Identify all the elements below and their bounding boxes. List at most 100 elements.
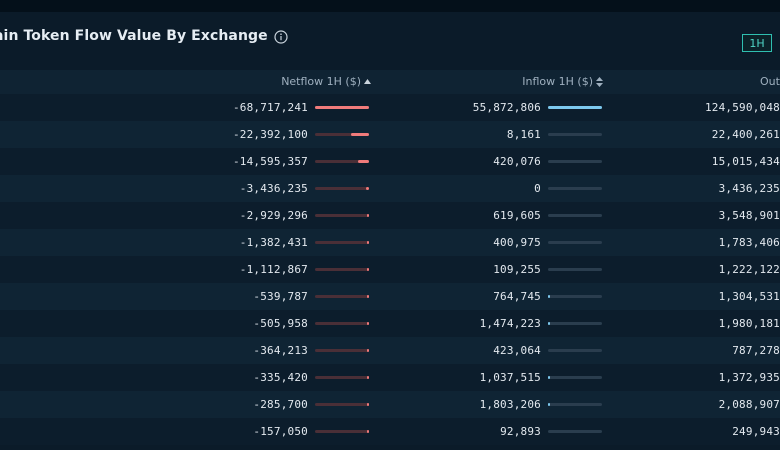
outflow-value: 124,590,048 bbox=[704, 101, 780, 114]
outflow-value: 15,015,434 bbox=[711, 155, 780, 168]
inflow-value: 92,893 bbox=[500, 425, 541, 438]
table-row[interactable]: -157,050 92,893 249,943 bbox=[0, 418, 780, 445]
netflow-value: -1,382,431 bbox=[239, 236, 308, 249]
outflow-value: 1,222,122 bbox=[718, 263, 780, 276]
netflow-bar-fill bbox=[367, 214, 369, 217]
inflow-bar-track bbox=[548, 187, 602, 190]
inflow-bar-fill bbox=[548, 106, 602, 109]
netflow-bar-fill bbox=[367, 349, 369, 352]
netflow-value: -14,595,357 bbox=[232, 155, 308, 168]
inflow-header-label: Inflow 1H ($) bbox=[522, 75, 593, 88]
inflow-bar-track bbox=[548, 349, 602, 352]
table-row[interactable]: -335,420 1,037,515 1,372,935 bbox=[0, 364, 780, 391]
timeframe-button[interactable]: 1H bbox=[742, 34, 772, 52]
netflow-value: -505,958 bbox=[253, 317, 308, 330]
table-row[interactable]: -539,787 764,745 1,304,531 bbox=[0, 283, 780, 310]
outflow-column-header[interactable]: Out bbox=[760, 70, 780, 94]
netflow-bar-track bbox=[315, 160, 369, 163]
table-row[interactable]: -68,717,241 55,872,806 124,590,048 bbox=[0, 94, 780, 121]
netflow-bar-fill bbox=[367, 376, 369, 379]
inflow-bar-track bbox=[548, 214, 602, 217]
netflow-bar-fill bbox=[367, 403, 369, 406]
inflow-value: 423,064 bbox=[493, 344, 541, 357]
netflow-bar-track bbox=[315, 322, 369, 325]
netflow-bar-track bbox=[315, 430, 369, 433]
inflow-bar-track bbox=[548, 430, 602, 433]
netflow-value: -3,436,235 bbox=[239, 182, 308, 195]
table-row[interactable]: -505,958 1,474,223 1,980,181 bbox=[0, 310, 780, 337]
inflow-bar-fill bbox=[548, 295, 550, 298]
inflow-bar-fill bbox=[548, 322, 550, 325]
inflow-value: 0 bbox=[534, 182, 541, 195]
table-row[interactable]: -2,929,296 619,605 3,548,901 bbox=[0, 202, 780, 229]
inflow-bar-fill bbox=[548, 376, 550, 379]
inflow-bar-track bbox=[548, 133, 602, 136]
inflow-value: 55,872,806 bbox=[472, 101, 541, 114]
netflow-column-header[interactable]: Netflow 1H ($) bbox=[281, 70, 371, 94]
netflow-bar-track bbox=[315, 214, 369, 217]
table-row[interactable]: -364,213 423,064 787,278 bbox=[0, 337, 780, 364]
inflow-value: 764,745 bbox=[493, 290, 541, 303]
netflow-bar-fill bbox=[367, 430, 369, 433]
outflow-value: 1,304,531 bbox=[718, 290, 780, 303]
outflow-value: 1,783,406 bbox=[718, 236, 780, 249]
table-header: Netflow 1H ($) Inflow 1H ($) Out bbox=[0, 70, 780, 94]
inflow-bar-track bbox=[548, 376, 602, 379]
outflow-value: 3,548,901 bbox=[718, 209, 780, 222]
sort-up-icon bbox=[364, 79, 371, 84]
netflow-value: -157,050 bbox=[253, 425, 308, 438]
table-row[interactable]: -1,382,431 400,975 1,783,406 bbox=[0, 229, 780, 256]
netflow-value: -1,112,867 bbox=[239, 263, 308, 276]
netflow-bar-fill bbox=[367, 295, 369, 298]
netflow-bar-track bbox=[315, 349, 369, 352]
netflow-bar-fill bbox=[367, 241, 369, 244]
outflow-value: 249,943 bbox=[732, 425, 780, 438]
inflow-value: 1,803,206 bbox=[479, 398, 541, 411]
inflow-bar-track bbox=[548, 268, 602, 271]
inflow-bar-track bbox=[548, 160, 602, 163]
netflow-value: -285,700 bbox=[253, 398, 308, 411]
table-row[interactable]: -1,112,867 109,255 1,222,122 bbox=[0, 256, 780, 283]
panel-header: ain Token Flow Value By Exchange bbox=[0, 24, 288, 48]
inflow-bar-track bbox=[548, 295, 602, 298]
outflow-value: 1,980,181 bbox=[718, 317, 780, 330]
inflow-value: 109,255 bbox=[493, 263, 541, 276]
netflow-bar-fill bbox=[366, 187, 369, 190]
inflow-column-header[interactable]: Inflow 1H ($) bbox=[522, 70, 603, 94]
inflow-value: 1,474,223 bbox=[479, 317, 541, 330]
top-band bbox=[0, 0, 780, 12]
netflow-bar-track bbox=[315, 187, 369, 190]
outflow-value: 22,400,261 bbox=[711, 128, 780, 141]
inflow-bar-track bbox=[548, 241, 602, 244]
inflow-value: 619,605 bbox=[493, 209, 541, 222]
outflow-value: 3,436,235 bbox=[718, 182, 780, 195]
outflow-value: 787,278 bbox=[732, 344, 780, 357]
outflow-header-label: Out bbox=[760, 75, 780, 88]
netflow-bar-fill bbox=[351, 133, 369, 136]
table-row[interactable]: -3,436,235 0 3,436,235 bbox=[0, 175, 780, 202]
info-icon[interactable] bbox=[274, 29, 288, 44]
netflow-bar-track bbox=[315, 241, 369, 244]
netflow-bar-track bbox=[315, 133, 369, 136]
netflow-bar-track bbox=[315, 106, 369, 109]
netflow-value: -22,392,100 bbox=[232, 128, 308, 141]
netflow-bar-fill bbox=[358, 160, 369, 163]
inflow-value: 400,975 bbox=[493, 236, 541, 249]
inflow-value: 1,037,515 bbox=[479, 371, 541, 384]
netflow-value: -68,717,241 bbox=[232, 101, 308, 114]
table-row[interactable]: -285,700 1,803,206 2,088,907 bbox=[0, 391, 780, 418]
table-row[interactable]: -14,595,357 420,076 15,015,434 bbox=[0, 148, 780, 175]
panel-title: ain Token Flow Value By Exchange bbox=[0, 28, 268, 44]
netflow-bar-fill bbox=[367, 322, 369, 325]
netflow-bar-track bbox=[315, 295, 369, 298]
table-row[interactable]: -22,392,100 8,161 22,400,261 bbox=[0, 121, 780, 148]
netflow-bar-fill bbox=[367, 268, 369, 271]
netflow-header-label: Netflow 1H ($) bbox=[281, 75, 361, 88]
netflow-bar-track bbox=[315, 376, 369, 379]
inflow-bar-track bbox=[548, 322, 602, 325]
outflow-value: 1,372,935 bbox=[718, 371, 780, 384]
sort-both-icon bbox=[596, 77, 603, 87]
netflow-value: -364,213 bbox=[253, 344, 308, 357]
netflow-value: -539,787 bbox=[253, 290, 308, 303]
netflow-bar-track bbox=[315, 268, 369, 271]
